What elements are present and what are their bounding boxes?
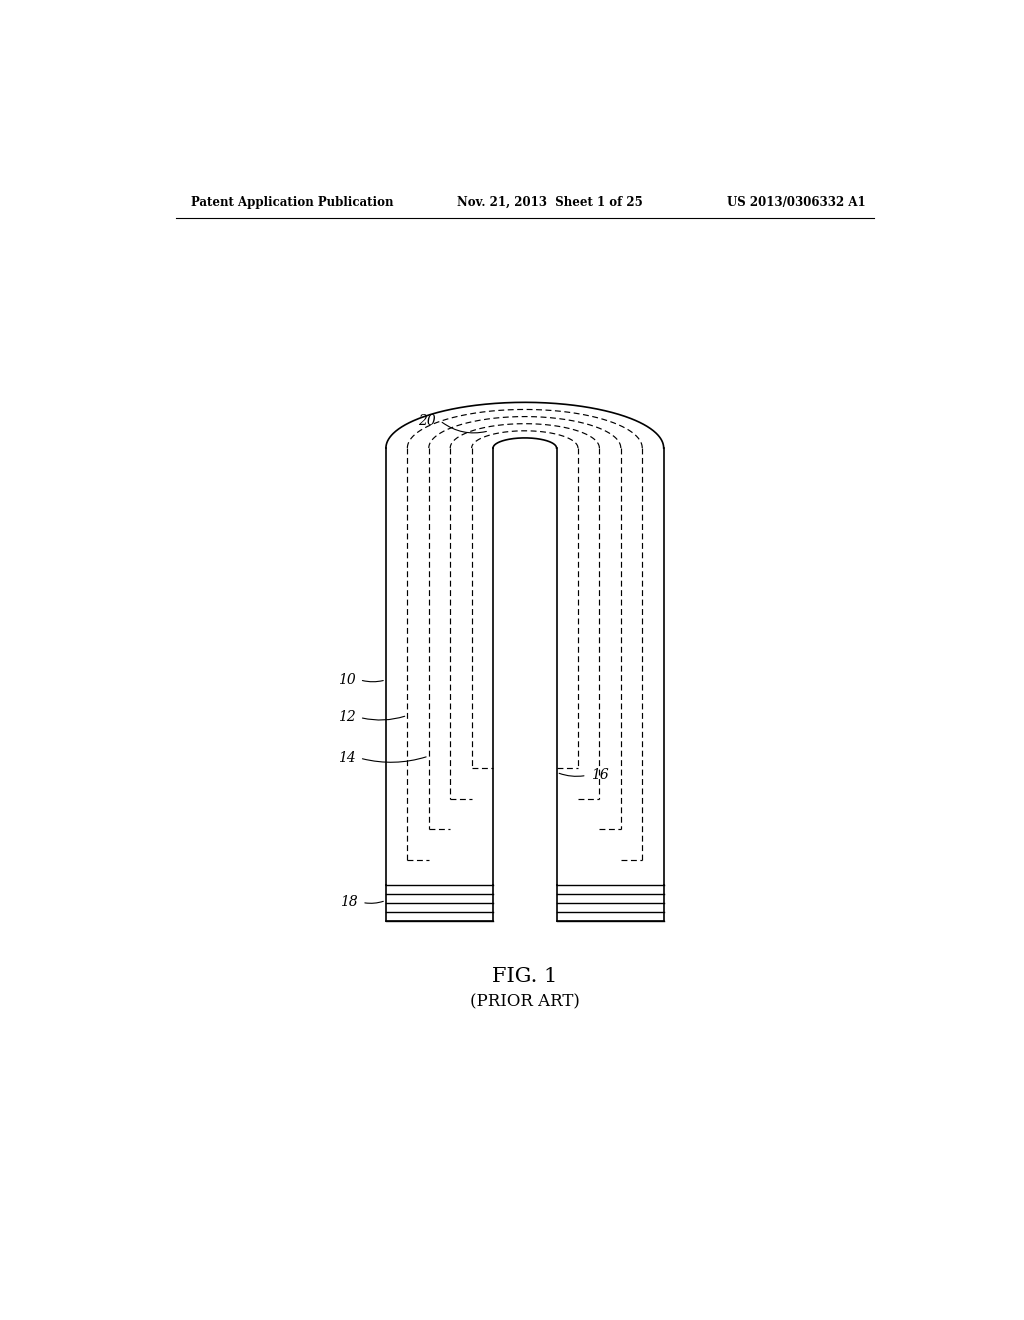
Text: 16: 16 [591, 768, 608, 783]
Text: (PRIOR ART): (PRIOR ART) [470, 994, 580, 1011]
Text: Nov. 21, 2013  Sheet 1 of 25: Nov. 21, 2013 Sheet 1 of 25 [458, 195, 643, 209]
Text: US 2013/0306332 A1: US 2013/0306332 A1 [727, 195, 866, 209]
Text: FIG. 1: FIG. 1 [493, 968, 557, 986]
Text: 20: 20 [418, 413, 436, 428]
Text: 18: 18 [340, 895, 358, 909]
Text: Patent Application Publication: Patent Application Publication [191, 195, 394, 209]
Text: 14: 14 [338, 751, 355, 766]
Text: 10: 10 [338, 673, 355, 686]
Text: 12: 12 [338, 710, 355, 725]
